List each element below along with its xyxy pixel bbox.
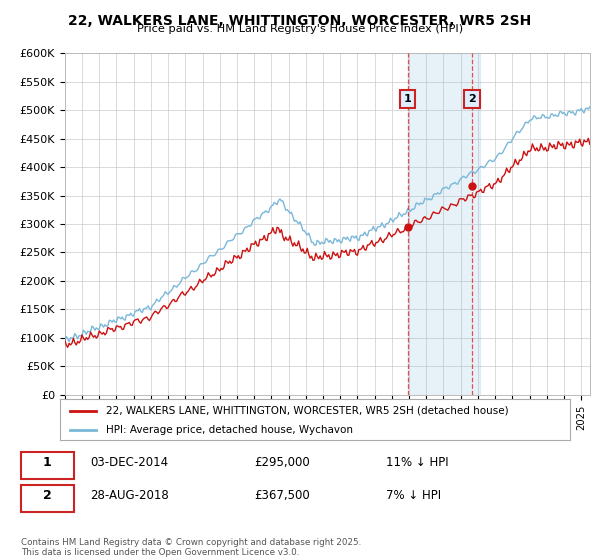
Bar: [407, 53, 481, 395]
FancyBboxPatch shape: [20, 452, 74, 479]
Text: 11% ↓ HPI: 11% ↓ HPI: [386, 456, 449, 469]
Text: 22, WALKERS LANE, WHITTINGTON, WORCESTER, WR5 2SH (detached house): 22, WALKERS LANE, WHITTINGTON, WORCESTER…: [106, 405, 509, 416]
Text: 7% ↓ HPI: 7% ↓ HPI: [386, 489, 442, 502]
Text: Contains HM Land Registry data © Crown copyright and database right 2025.
This d: Contains HM Land Registry data © Crown c…: [21, 538, 361, 557]
Text: HPI: Average price, detached house, Wychavon: HPI: Average price, detached house, Wych…: [106, 424, 353, 435]
FancyBboxPatch shape: [20, 485, 74, 511]
Text: 2: 2: [43, 489, 52, 502]
Text: 1: 1: [404, 94, 412, 104]
Text: 1: 1: [43, 456, 52, 469]
Text: £295,000: £295,000: [254, 456, 310, 469]
Text: 2: 2: [468, 94, 476, 104]
Text: £367,500: £367,500: [254, 489, 310, 502]
Text: 28-AUG-2018: 28-AUG-2018: [90, 489, 169, 502]
Text: Price paid vs. HM Land Registry's House Price Index (HPI): Price paid vs. HM Land Registry's House …: [137, 24, 463, 34]
Text: 03-DEC-2014: 03-DEC-2014: [90, 456, 168, 469]
Text: 22, WALKERS LANE, WHITTINGTON, WORCESTER, WR5 2SH: 22, WALKERS LANE, WHITTINGTON, WORCESTER…: [68, 14, 532, 28]
